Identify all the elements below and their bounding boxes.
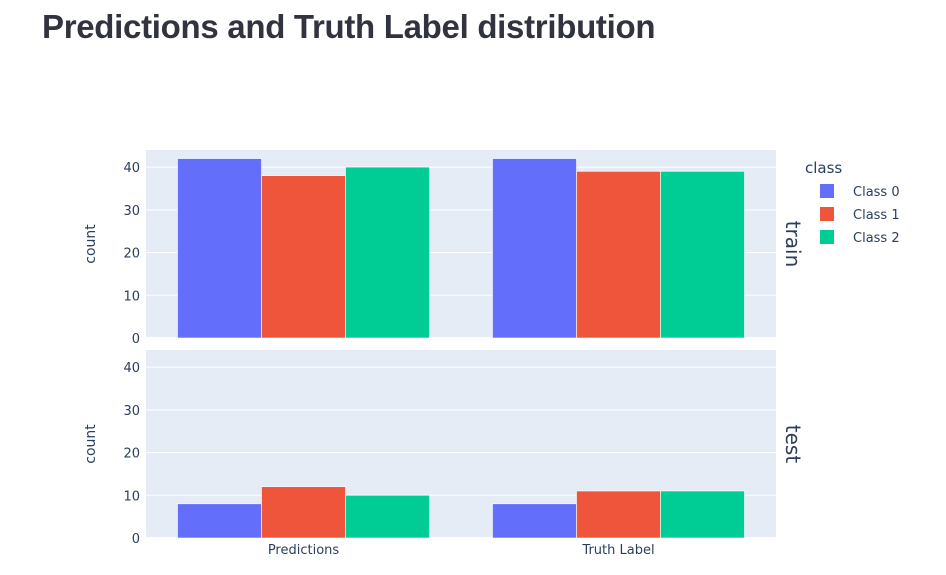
bar-test-class-1-0	[261, 486, 346, 539]
legend-swatch	[820, 184, 834, 198]
x-tick-label: Predictions	[268, 543, 340, 558]
page-title: Predictions and Truth Label distribution	[42, 8, 656, 45]
bar-test-class-0-0	[177, 503, 262, 539]
y-tick-label: 40	[123, 161, 140, 176]
bar-train-class-1-0	[261, 175, 346, 339]
legend-item-label: Class 0	[853, 185, 900, 200]
bar-test-class-2-0	[345, 494, 430, 539]
bar-test-class-0-1	[492, 503, 577, 539]
legend-title: class	[805, 159, 842, 177]
bar-test-class-1-1	[576, 490, 661, 539]
y-tick-label: 40	[123, 361, 140, 376]
bar-train-class-2-0	[345, 166, 430, 339]
bar-train-class-0-1	[492, 158, 577, 339]
legend-swatch	[820, 230, 834, 244]
y-axis-title: count	[83, 424, 99, 464]
y-tick-label: 20	[123, 447, 140, 462]
bar-test-class-2-1	[660, 490, 745, 539]
legend-item-label: Class 1	[853, 208, 900, 223]
y-axis-title: count	[83, 224, 99, 264]
x-tick-label: Truth Label	[581, 543, 654, 558]
y-tick-label: 0	[132, 532, 140, 547]
y-tick-label: 30	[123, 404, 140, 419]
facet-label-test: test	[781, 425, 805, 464]
legend-swatch	[820, 207, 834, 221]
facet-label-train: train	[781, 221, 805, 268]
y-tick-label: 20	[123, 247, 140, 262]
y-tick-label: 10	[123, 289, 140, 304]
bar-train-class-2-1	[660, 171, 745, 339]
y-tick-label: 30	[123, 204, 140, 219]
legend-item-label: Class 2	[853, 231, 900, 246]
bar-train-class-1-1	[576, 171, 661, 339]
y-tick-label: 10	[123, 489, 140, 504]
y-tick-label: 0	[132, 332, 140, 347]
bar-train-class-0-0	[177, 158, 262, 339]
